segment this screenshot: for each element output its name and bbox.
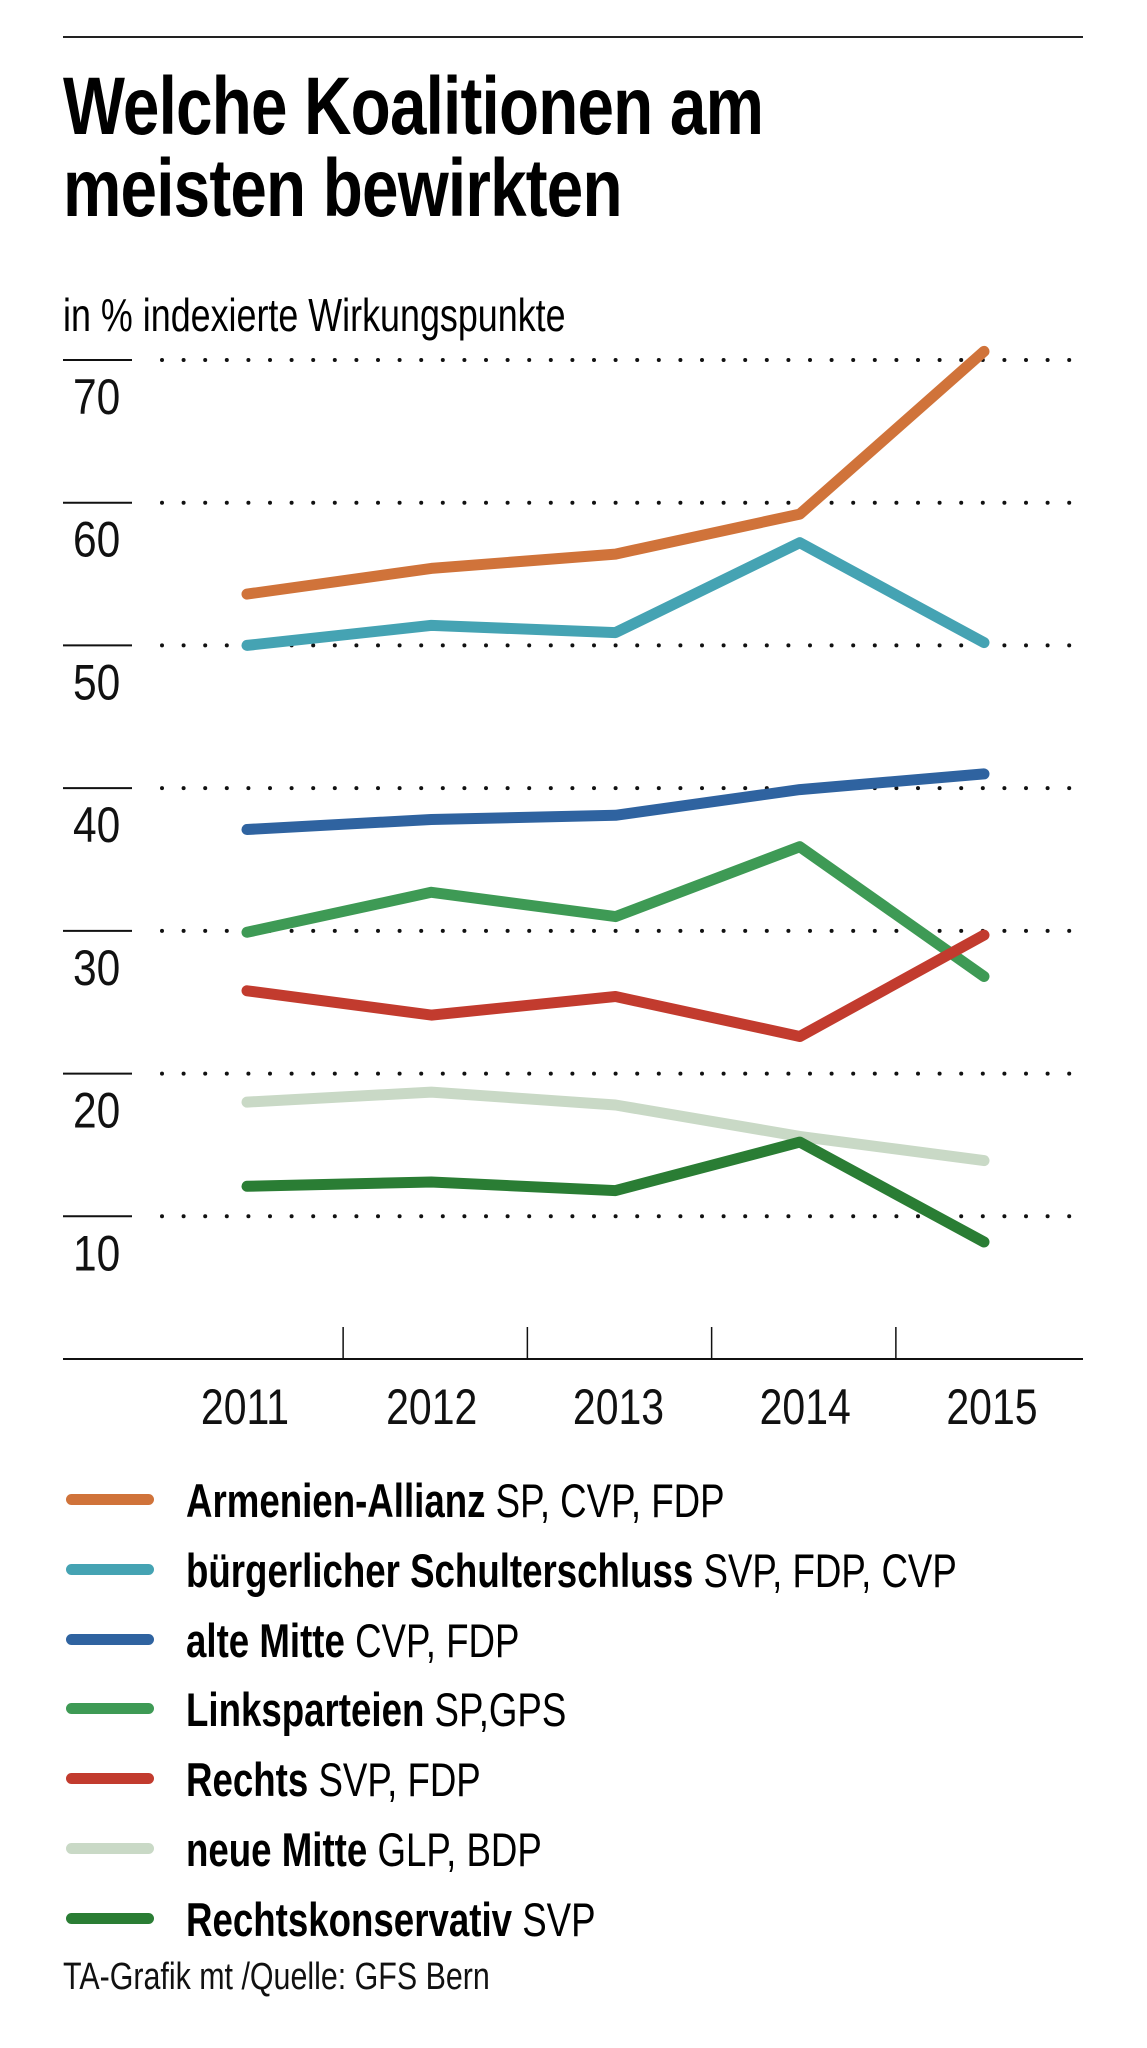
legend-coalition-name: neue Mitte — [186, 1823, 368, 1876]
grid-lines — [160, 358, 1072, 1219]
legend-swatch — [66, 1563, 154, 1575]
legend-swatch — [66, 1633, 154, 1645]
legend-swatch — [66, 1494, 154, 1505]
axes: 10 20 30 40 50 60 70 2011 2012 2013 2014 2015 — [63, 359, 1083, 1435]
gridline-10 — [160, 1214, 1072, 1219]
legend-coalition-name: Rechts — [186, 1753, 309, 1807]
series-lines — [241, 345, 990, 1248]
line-chart: 10 20 30 40 50 60 70 2011 2012 2013 2014 2015 — [63, 345, 1083, 1435]
chart-subtitle: in % indexierte Wirkungspunkte — [63, 289, 566, 341]
x-tick-label: 2011 — [201, 1379, 289, 1435]
x-tick-label: 2013 — [573, 1379, 664, 1435]
legend-coalition-name: alte Mitte — [186, 1613, 345, 1667]
legend-label: alte Mitte CVP, FDP — [186, 1614, 519, 1668]
legend-swatch — [66, 1703, 154, 1715]
legend-label: neue Mitte GLP, BDP — [186, 1823, 542, 1877]
top-rule — [63, 36, 1083, 38]
series-line-alte-mitte — [241, 768, 990, 835]
gridline-30 — [160, 928, 1072, 933]
legend-swatch — [66, 1912, 154, 1924]
legend-parties: SVP, FDP — [318, 1753, 481, 1807]
legend-label: Rechtskonservativ SVP — [186, 1893, 596, 1947]
legend-parties: SP,GPS — [434, 1683, 567, 1737]
gridline-60 — [160, 500, 1072, 505]
series-line-armenien-allianz — [241, 345, 990, 600]
series-line-rechtskonservativ — [241, 1136, 990, 1248]
x-tick-label: 2015 — [946, 1379, 1037, 1435]
legend-label: Linksparteien SP,GPS — [186, 1683, 566, 1737]
chart-title: Welche Koalitionen am meisten bewirkten — [63, 61, 764, 234]
legend-coalition-name: Rechtskonservativ — [186, 1892, 513, 1946]
x-tick-label: 2012 — [386, 1379, 477, 1435]
legend-swatch — [66, 1773, 154, 1785]
legend-label: Armenien-Allianz SP, CVP, FDP — [186, 1474, 725, 1528]
x-tick-label: 2014 — [760, 1379, 851, 1435]
gridline-20 — [160, 1071, 1072, 1076]
y-tick-label: 20 — [73, 1082, 120, 1138]
series-line-linksparteien — [241, 841, 990, 982]
source-note: TA-Grafik mt /Quelle: GFS Bern — [63, 1956, 490, 1998]
gridline-50 — [160, 643, 1072, 648]
y-tick-label: 10 — [73, 1225, 120, 1281]
legend-parties: SVP — [522, 1892, 596, 1946]
y-tick-label: 50 — [73, 654, 120, 710]
gridline-40 — [160, 786, 1072, 791]
legend-parties: SVP, FDP, CVP — [703, 1543, 957, 1597]
legend-parties: GLP, BDP — [377, 1823, 542, 1876]
legend-parties: CVP, FDP — [355, 1613, 520, 1667]
legend-label: Rechts SVP, FDP — [186, 1753, 481, 1807]
y-tick-label: 70 — [73, 369, 120, 425]
y-tick-label: 30 — [73, 940, 120, 996]
legend-coalition-name: bürgerlicher Schulterschluss — [186, 1543, 694, 1597]
y-tick-label: 40 — [73, 797, 120, 853]
legend-coalition-name: Linksparteien — [186, 1683, 425, 1737]
series-line-neue-mitte — [241, 1086, 990, 1167]
chart-title-line-2: meisten bewirkten — [63, 143, 623, 234]
series-line-rechts — [241, 929, 990, 1042]
legend-label: bürgerlicher Schulterschluss SVP, FDP, C… — [186, 1544, 957, 1598]
series-line-bürgerlicher-schulterschluss — [241, 537, 990, 651]
y-tick-label: 60 — [73, 511, 120, 567]
legend-swatch — [66, 1843, 154, 1854]
legend-parties: SP, CVP, FDP — [495, 1474, 725, 1527]
chart-title-line-1: Welche Koalitionen am — [63, 61, 764, 152]
legend-coalition-name: Armenien-Allianz — [186, 1474, 486, 1527]
gridline-70 — [160, 358, 1072, 362]
